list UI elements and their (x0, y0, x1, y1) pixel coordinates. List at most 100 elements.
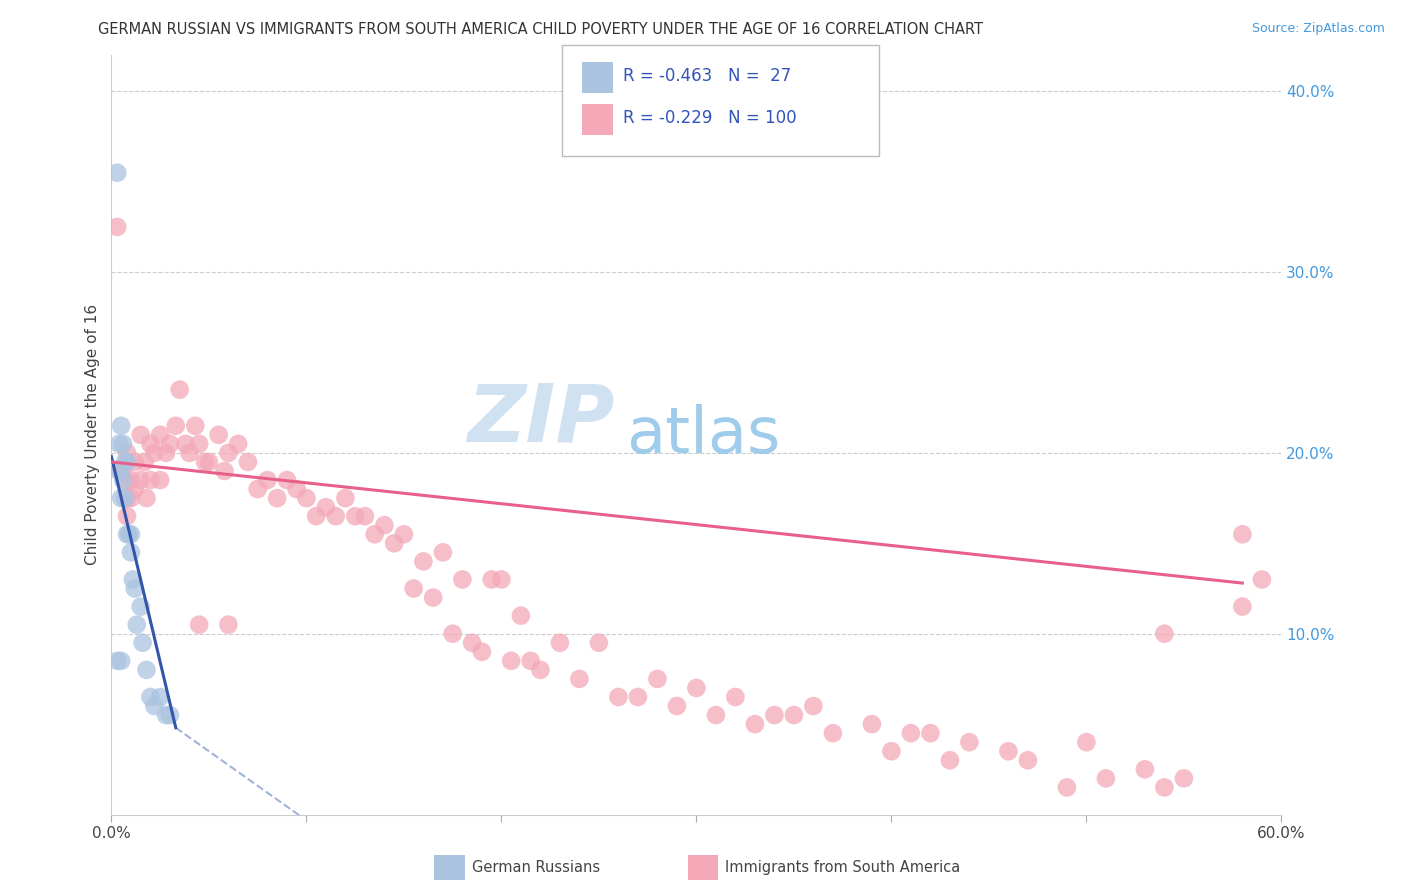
Point (880, 744, 903, 758)
Point (105, 654, 128, 668)
Point (305, 509, 328, 524)
Point (548, 636, 571, 650)
Point (344, 509, 367, 524)
Text: R = -0.229   N = 100: R = -0.229 N = 100 (623, 109, 796, 127)
Point (120, 473, 142, 487)
Point (198, 455, 221, 469)
Point (724, 690, 747, 704)
Point (744, 717, 766, 731)
Point (783, 708, 806, 723)
Point (509, 608, 531, 623)
Point (135, 663, 157, 677)
Point (129, 427, 152, 442)
Point (665, 699, 688, 714)
Point (118, 527, 141, 541)
Point (169, 383, 191, 397)
Point (120, 491, 142, 505)
Point (1095, 772, 1118, 786)
Point (373, 518, 395, 533)
Point (110, 464, 132, 478)
Point (174, 437, 197, 451)
Point (115, 527, 138, 541)
Point (1056, 780, 1078, 795)
Point (325, 509, 347, 524)
Point (125, 617, 148, 632)
Point (194, 455, 217, 469)
Point (382, 536, 405, 550)
Text: R = -0.463   N =  27: R = -0.463 N = 27 (623, 67, 792, 85)
Point (129, 473, 152, 487)
Text: Immigrants from South America: Immigrants from South America (725, 860, 960, 874)
Point (179, 446, 201, 460)
Point (763, 708, 786, 723)
Point (276, 473, 298, 487)
Point (143, 699, 166, 714)
Point (149, 473, 172, 487)
Point (501, 654, 523, 668)
Point (412, 554, 434, 568)
Point (124, 482, 146, 496)
Point (1133, 762, 1156, 776)
Point (246, 482, 269, 496)
Point (112, 473, 135, 487)
Point (155, 708, 177, 723)
Point (110, 654, 132, 668)
Point (900, 726, 922, 740)
Text: Source: ZipAtlas.com: Source: ZipAtlas.com (1251, 22, 1385, 36)
Point (860, 717, 883, 731)
Point (256, 473, 278, 487)
Y-axis label: Child Poverty Under the Age of 16: Child Poverty Under the Age of 16 (86, 304, 100, 566)
Point (208, 427, 231, 442)
Point (112, 437, 135, 451)
Point (647, 672, 669, 686)
Point (110, 418, 132, 433)
Point (1251, 573, 1274, 587)
Point (1153, 780, 1175, 795)
Point (114, 455, 136, 469)
Point (491, 573, 513, 587)
Point (159, 437, 181, 451)
Point (441, 626, 464, 640)
Point (315, 500, 337, 515)
Point (920, 726, 942, 740)
Point (120, 545, 142, 559)
Point (115, 509, 138, 524)
Point (568, 672, 591, 686)
Point (165, 418, 187, 433)
Point (121, 573, 143, 587)
Point (607, 690, 630, 704)
Point (139, 437, 162, 451)
Point (519, 654, 541, 668)
Point (363, 527, 385, 541)
Point (285, 482, 308, 496)
Point (402, 582, 425, 596)
Point (129, 599, 152, 614)
Point (422, 591, 444, 605)
Point (295, 491, 318, 505)
Point (217, 446, 239, 460)
Point (139, 473, 162, 487)
Text: German Russians: German Russians (472, 860, 600, 874)
Point (110, 464, 132, 478)
Point (1232, 527, 1254, 541)
Point (588, 636, 610, 650)
Point (159, 708, 181, 723)
Point (188, 617, 211, 632)
Point (139, 690, 162, 704)
Point (939, 753, 962, 767)
Point (188, 437, 211, 451)
Point (217, 617, 239, 632)
Point (115, 491, 138, 505)
Point (529, 663, 551, 677)
Point (155, 446, 177, 460)
Point (226, 437, 249, 451)
Point (704, 708, 727, 723)
Point (821, 726, 844, 740)
Point (214, 464, 236, 478)
Point (131, 636, 153, 650)
Point (115, 455, 138, 469)
Point (1076, 735, 1098, 749)
Point (481, 573, 503, 587)
Text: atlas: atlas (626, 404, 780, 466)
Point (471, 645, 494, 659)
